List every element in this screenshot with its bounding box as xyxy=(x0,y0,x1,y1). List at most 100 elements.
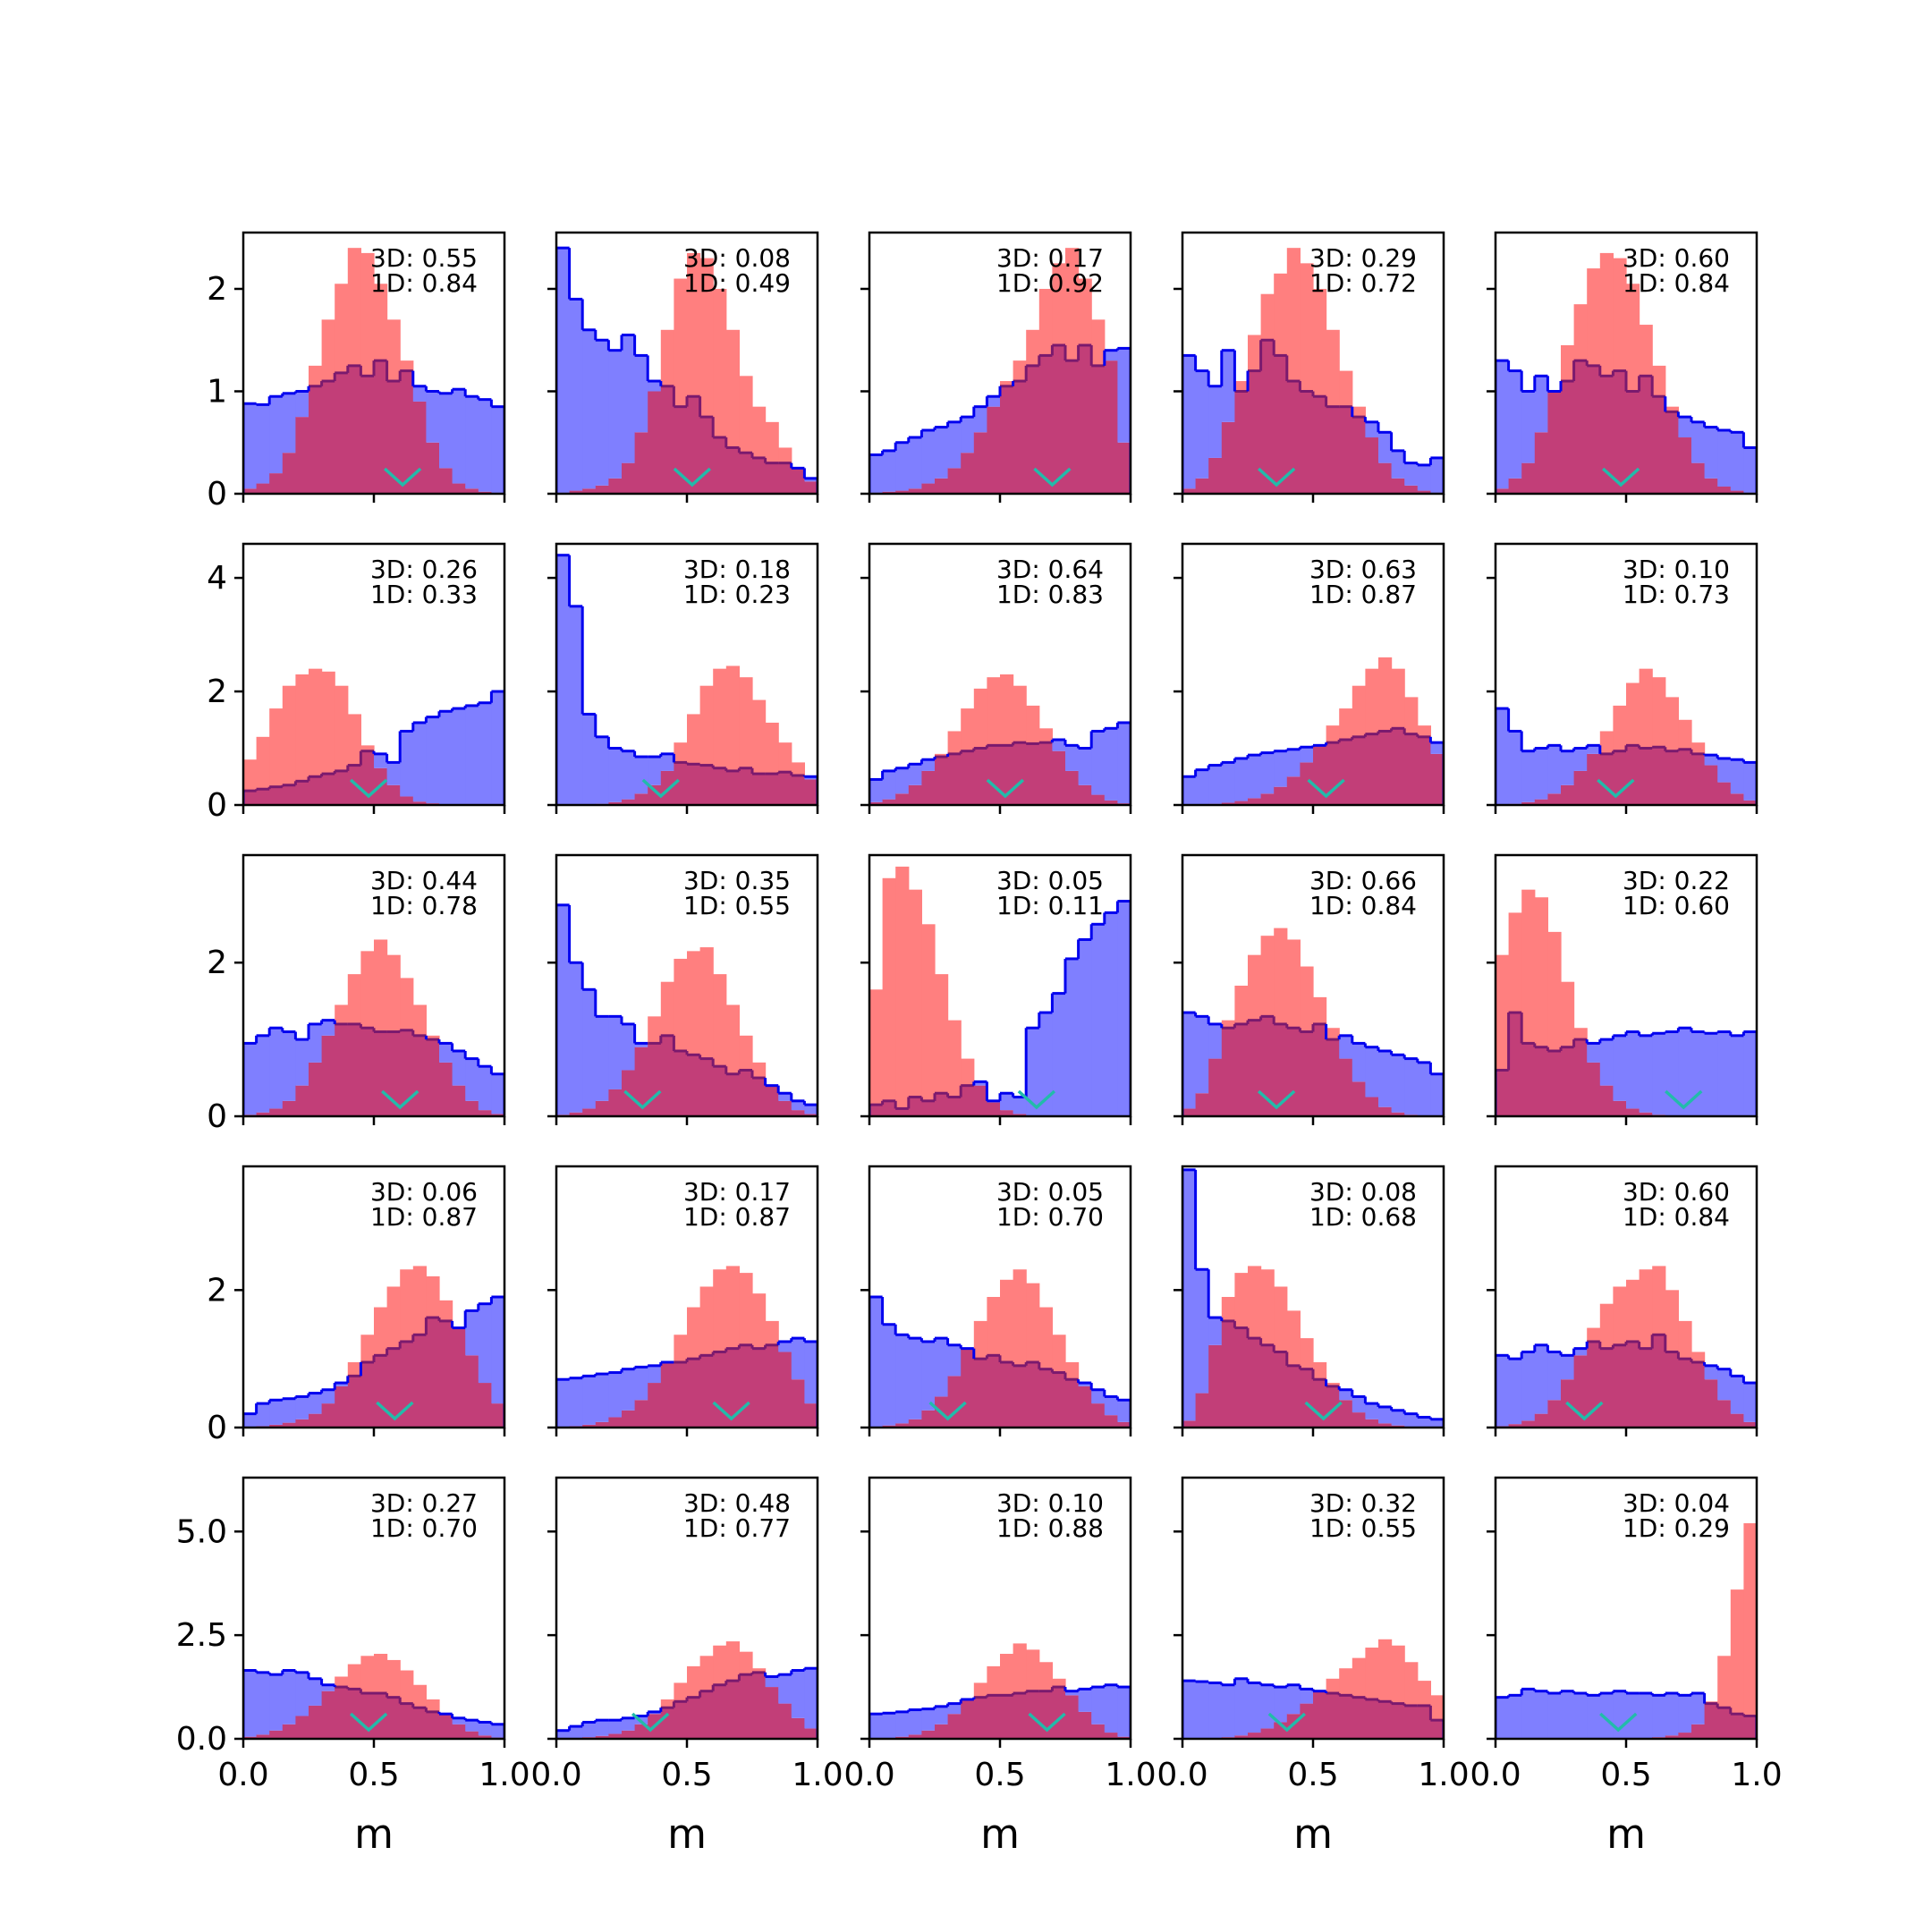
overlap-bar xyxy=(465,1100,479,1116)
overlap-bar xyxy=(1378,1423,1393,1428)
red-bar xyxy=(648,1016,662,1044)
overlap-bar xyxy=(791,1717,805,1739)
overlap-bar xyxy=(648,1043,662,1116)
y-tick-label: 0 xyxy=(207,1410,227,1446)
marker-icon xyxy=(1257,467,1296,487)
blue-bar xyxy=(556,555,571,805)
y-tick-label: 4 xyxy=(207,560,227,597)
overlap-bar xyxy=(1521,801,1536,805)
red-bar xyxy=(1052,263,1066,345)
red-bar xyxy=(1248,335,1262,371)
red-bar xyxy=(713,288,727,438)
blue-bar xyxy=(1038,1013,1053,1116)
overlap-bar xyxy=(648,784,662,805)
overlap-bar xyxy=(269,1108,284,1116)
overlap-bar xyxy=(699,1690,714,1739)
blue-bar xyxy=(1561,1690,1575,1739)
red-bar xyxy=(1274,928,1288,1024)
marker-icon xyxy=(631,1712,670,1733)
overlap-bar xyxy=(713,767,727,805)
overlap-bar xyxy=(1000,386,1014,494)
overlap-bar xyxy=(1730,490,1744,494)
overlap-bar xyxy=(595,1100,609,1116)
blue-bar xyxy=(1547,1693,1562,1739)
blue-bar xyxy=(1104,350,1118,361)
annotation-1d: 1D: 0.73 xyxy=(1623,580,1730,609)
annotation-3d: 3D: 0.35 xyxy=(683,866,791,895)
overlap-bar xyxy=(1234,801,1249,805)
blue-bar xyxy=(660,753,674,771)
annotation-1d: 1D: 0.72 xyxy=(1309,268,1417,298)
red-bar xyxy=(360,951,375,1029)
overlap-bar xyxy=(804,1114,818,1116)
overlap-bar xyxy=(360,1693,375,1739)
overlap-bar xyxy=(1339,406,1353,494)
blue-bar xyxy=(1078,1689,1092,1712)
overlap-bar xyxy=(321,381,335,494)
red-bar xyxy=(1378,657,1393,732)
red-bar xyxy=(1547,931,1562,1051)
overlap-bar xyxy=(321,774,335,805)
blue-bar xyxy=(1639,1693,1653,1739)
overlap-bar xyxy=(634,432,648,494)
overlap-bar xyxy=(1561,1046,1575,1116)
red-bar xyxy=(699,1656,714,1691)
overlap-bar xyxy=(634,1724,648,1739)
red-bar xyxy=(1300,1338,1314,1369)
annotation-3d: 3D: 0.66 xyxy=(1309,866,1417,895)
red-bar xyxy=(752,1062,767,1079)
overlap-bar xyxy=(674,762,688,805)
red-bar xyxy=(1038,1307,1053,1369)
overlap-bar xyxy=(347,1023,361,1116)
annotation-3d: 3D: 0.08 xyxy=(1309,1177,1417,1207)
blue-bar xyxy=(882,770,896,800)
x-tick-label: 1.0 xyxy=(792,1757,843,1793)
overlap-bar xyxy=(335,1687,349,1739)
overlap-bar xyxy=(1052,750,1066,805)
blue-bar xyxy=(452,1717,466,1724)
annotation-1d: 1D: 0.87 xyxy=(683,1202,791,1232)
overlap-bar xyxy=(1248,370,1262,494)
overlap-bar xyxy=(973,1697,987,1739)
overlap-bar xyxy=(1052,344,1066,494)
blue-bar xyxy=(895,1335,910,1424)
red-bar xyxy=(347,714,361,766)
overlap-bar xyxy=(752,774,767,805)
blue-bar xyxy=(608,1372,623,1418)
red-bar xyxy=(935,753,949,758)
blue-bar xyxy=(1652,1033,1666,1115)
overlap-bar xyxy=(908,1734,922,1739)
red-bar xyxy=(1339,1668,1353,1696)
overlap-bar xyxy=(1091,794,1106,805)
red-bar xyxy=(386,1659,401,1698)
marker-icon xyxy=(1597,778,1635,799)
overlap-bar xyxy=(961,750,975,805)
overlap-bar xyxy=(347,1689,361,1739)
overlap-bar xyxy=(869,801,884,805)
overlap-bar xyxy=(1038,355,1053,494)
red-bar xyxy=(660,981,674,1036)
overlap-bar xyxy=(622,1410,636,1428)
red-bar xyxy=(347,1362,361,1377)
overlap-bar xyxy=(1613,750,1627,805)
overlap-bar xyxy=(1352,1697,1366,1739)
blue-bar xyxy=(1417,464,1431,491)
overlap-bar xyxy=(412,1335,427,1428)
x-tick-label: 1.0 xyxy=(1105,1757,1156,1793)
overlap-bar xyxy=(1013,381,1027,494)
overlap-bar xyxy=(1286,1365,1301,1428)
overlap-bar xyxy=(1378,462,1393,494)
blue-bar xyxy=(1547,1352,1562,1401)
blue-bar xyxy=(1496,360,1510,489)
blue-bar xyxy=(1378,1051,1393,1107)
blue-bar xyxy=(921,759,936,771)
overlap-bar xyxy=(778,462,792,494)
marker-icon xyxy=(623,1089,662,1110)
overlap-bar xyxy=(1547,793,1562,805)
blue-bar xyxy=(1208,386,1223,458)
red-bar xyxy=(1613,1286,1627,1345)
blue-bar xyxy=(1521,1689,1536,1739)
